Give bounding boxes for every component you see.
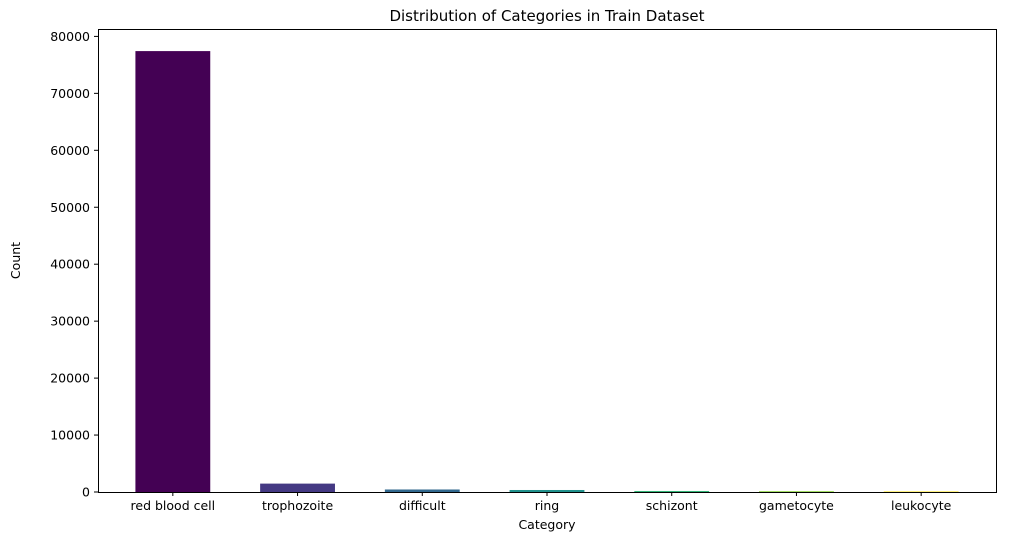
bars-group: [135, 51, 959, 493]
bar-ring: [509, 489, 585, 492]
x-tick-label: ring: [535, 498, 559, 513]
x-tick-label: schizont: [646, 498, 698, 513]
x-axis-ticks: red blood cell trophozoite difficult ring sc…: [131, 492, 952, 513]
y-tick-label: 70000: [50, 86, 90, 101]
x-tick-label: red blood cell: [131, 498, 216, 513]
y-tick-label: 10000: [50, 428, 90, 443]
y-tick-label: 60000: [50, 143, 90, 158]
bar-gametocyte: [759, 491, 834, 492]
y-tick-label: 40000: [50, 257, 90, 272]
x-tick-label: trophozoite: [262, 498, 334, 513]
y-tick-label: 20000: [50, 371, 90, 386]
x-tick-label: difficult: [399, 498, 446, 513]
bar-red-blood-cell: [135, 51, 211, 492]
y-tick-label: 0: [82, 485, 90, 500]
plot-frame: [98, 29, 997, 493]
y-axis-label: Count: [8, 242, 23, 279]
y-axis-ticks: 0 10000 20000 30000 40000 50000 60000 70000 8000…: [50, 29, 98, 500]
y-tick-label: 30000: [50, 314, 90, 329]
y-tick-label: 80000: [50, 29, 90, 44]
bar-leukocyte: [883, 491, 959, 493]
y-tick-label: 50000: [50, 200, 90, 215]
bar-trophozoite: [260, 483, 335, 492]
bar-difficult: [384, 489, 460, 492]
bar-schizont: [634, 490, 710, 492]
chart-title: Distribution of Categories in Train Data…: [389, 7, 704, 25]
x-tick-label: leukocyte: [891, 498, 952, 513]
x-axis-label: Category: [518, 517, 576, 532]
x-tick-label: gametocyte: [759, 498, 834, 513]
